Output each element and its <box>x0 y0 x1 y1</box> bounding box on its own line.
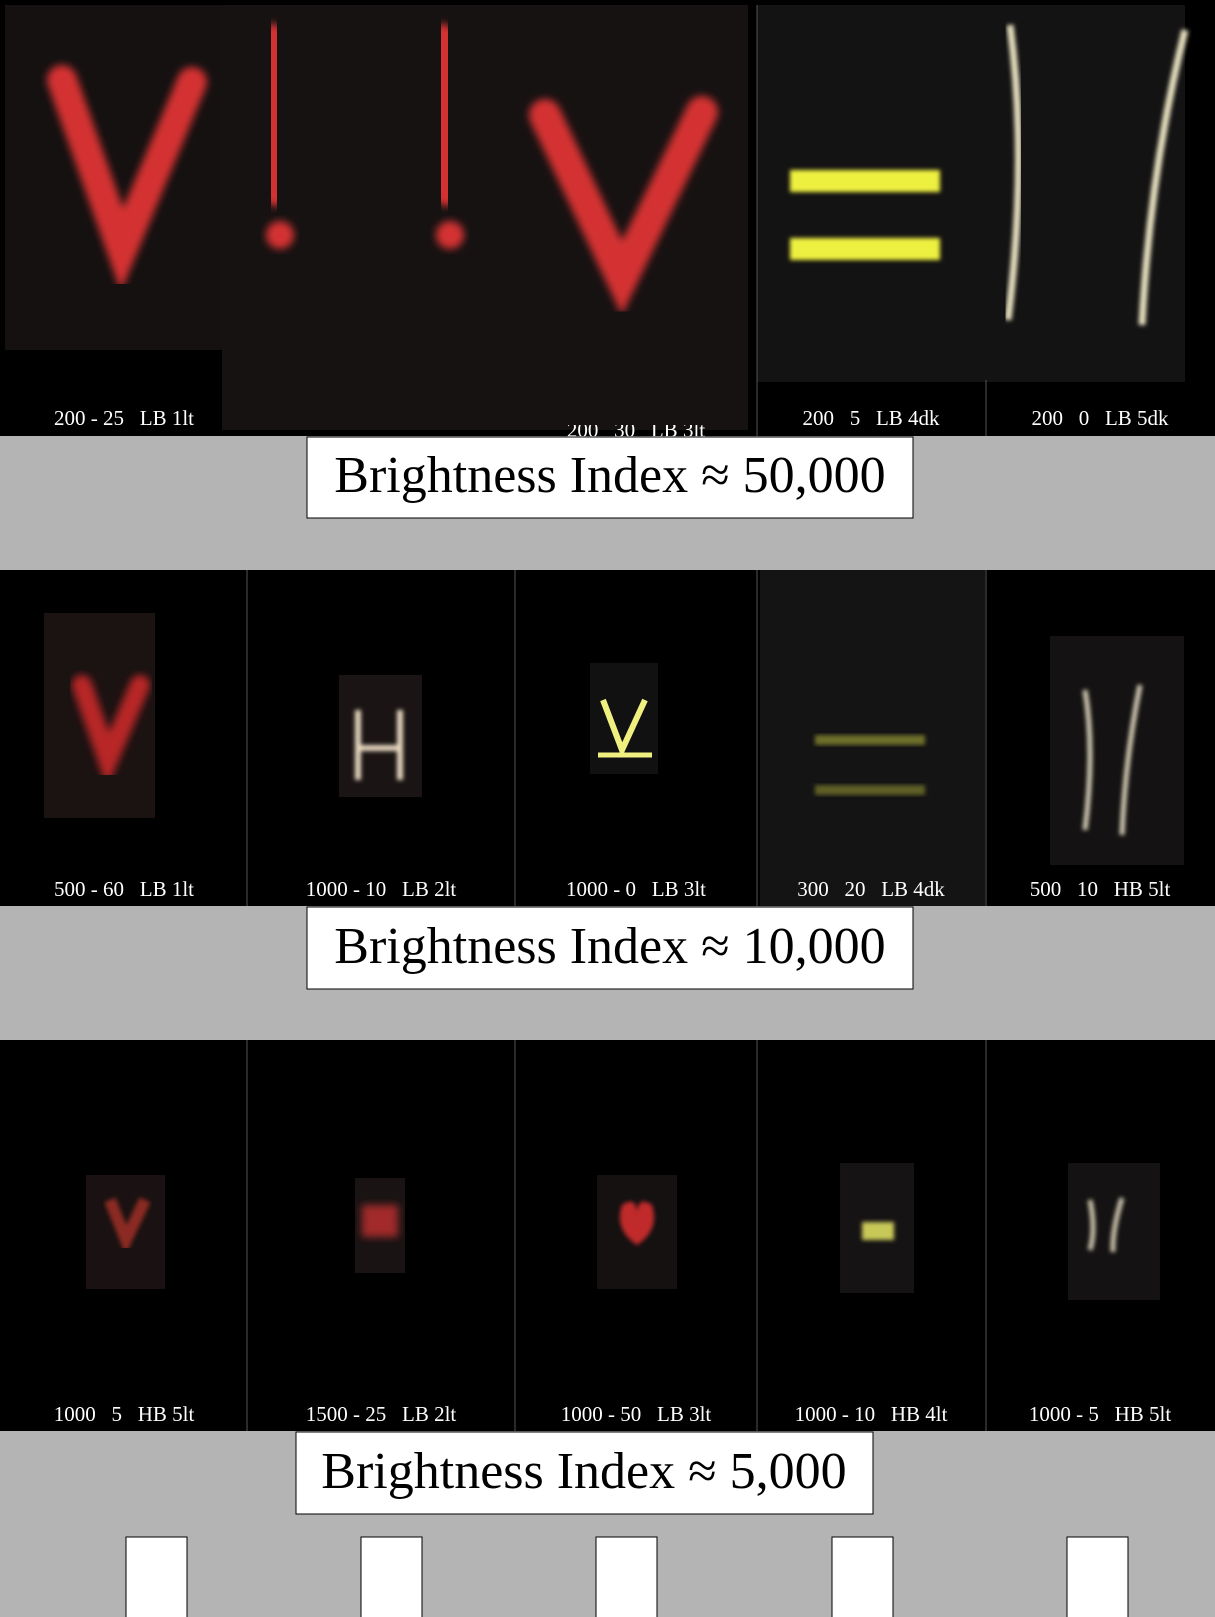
placeholder <box>595 1536 658 1617</box>
row-2: 500 - 60 LB 1lt 1000 - 10 LB 2lt 1000 - … <box>0 570 1215 906</box>
glyph-h <box>362 1205 398 1237</box>
caption: 1000 - 5 HB 5lt <box>1029 1402 1172 1426</box>
glyph-v <box>104 1197 151 1255</box>
placeholder <box>1066 1536 1129 1617</box>
caption: 500 - 60 LB 1lt <box>54 877 194 901</box>
glyph-bar <box>426 24 463 206</box>
photo-edge <box>500 395 748 425</box>
caption: 500 10 HB 5lt <box>1030 877 1171 901</box>
label-box <box>306 436 914 519</box>
caption: 1000 5 HB 5lt <box>54 1402 195 1426</box>
glyph-bar <box>256 24 292 206</box>
section-label: Brightness Index ≈ 10,000 <box>334 918 885 975</box>
glyph-line <box>1004 24 1022 321</box>
row-3: 1000 5 HB 5lt 1500 - 25 LB 2lt 1000 - 50… <box>0 1040 1215 1431</box>
glyph-v <box>72 675 150 788</box>
photo <box>222 5 748 430</box>
glyph-heart <box>619 1201 655 1245</box>
glyph-v <box>600 698 648 758</box>
glyph-h <box>355 710 403 780</box>
caption: 300 20 LB 4dk <box>797 877 945 901</box>
section-label: Brightness Index ≈ 50,000 <box>334 447 885 504</box>
section-label: Brightness Index ≈ 5,000 <box>321 1443 846 1500</box>
photo <box>757 5 1185 382</box>
photo <box>1050 636 1184 865</box>
photo <box>5 5 247 350</box>
glyph-bar <box>815 785 925 795</box>
caption: 200 0 LB 5dk <box>1031 406 1169 430</box>
label-box <box>306 906 914 990</box>
placeholder <box>360 1536 423 1617</box>
caption: 1000 - 50 LB 3lt <box>561 1402 712 1426</box>
label-box <box>295 1431 874 1515</box>
glyph-bar <box>815 735 925 745</box>
glyph-v <box>529 96 718 316</box>
glyph-v <box>47 65 207 292</box>
caption: 1000 - 10 HB 4lt <box>795 1402 948 1426</box>
row-1: 200 - 25 LB 1lt 200 30 LB 3lt 200 5 LB 4… <box>0 0 1215 442</box>
glyph-blob <box>862 1222 894 1240</box>
glyph-line <box>1138 29 1189 326</box>
caption: 1000 - 10 LB 2lt <box>306 877 457 901</box>
placeholder <box>125 1536 188 1617</box>
caption: 200 5 LB 4dk <box>802 406 940 430</box>
glyph-dot <box>436 221 464 249</box>
caption: 200 - 25 LB 1lt <box>54 406 194 430</box>
caption: 1000 - 0 LB 3lt <box>566 877 706 901</box>
glyph-dot <box>266 221 294 249</box>
caption: 1500 - 25 LB 2lt <box>306 1402 457 1426</box>
glyph-bar <box>790 238 940 260</box>
photo <box>339 675 422 797</box>
glyph-line <box>1087 1197 1125 1253</box>
placeholder <box>831 1536 894 1617</box>
glyph-line <box>1082 684 1143 836</box>
glyph-bar <box>790 170 940 192</box>
